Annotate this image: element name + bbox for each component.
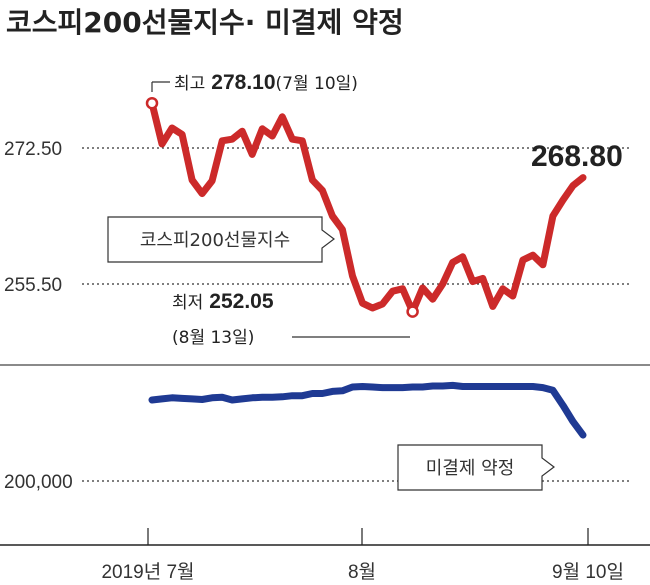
x-tick-label: 9월 10일 [552,561,624,583]
low-label: 최저 [172,293,203,313]
high-point-marker [145,96,159,110]
x-tick-label: 8월 [348,561,376,583]
low-value: 252.05 [209,290,274,313]
chart-title: 코스피200선물지수· 미결제 약정 [6,6,404,39]
series-line-kospi [148,99,587,316]
high-label: 최고 [174,74,205,94]
series-label-box [397,444,555,491]
y-tick-label: 200,000 [4,472,73,493]
series-label-kospi: 코스피200선물지수 [140,230,290,251]
low-point-marker [406,305,419,318]
x-tick-label: 2019년 7월 [101,561,194,583]
y-tick-label: 255.50 [4,275,62,296]
high-annotation: 최고 278.10(7월 10일) [174,71,358,94]
series-line-open-interest [148,381,587,439]
high-date: (7월 10일) [276,74,358,94]
last-value-label: 268.80 [531,140,623,173]
series-label-box [107,216,335,263]
low-annotation: 최저 252.05 [172,290,274,313]
y-tick-label: 272.50 [4,139,62,160]
high-value: 278.10 [211,71,275,94]
low-date: (8월 13일) [172,328,254,348]
series-label-open-interest: 미결제 약정 [426,458,515,479]
